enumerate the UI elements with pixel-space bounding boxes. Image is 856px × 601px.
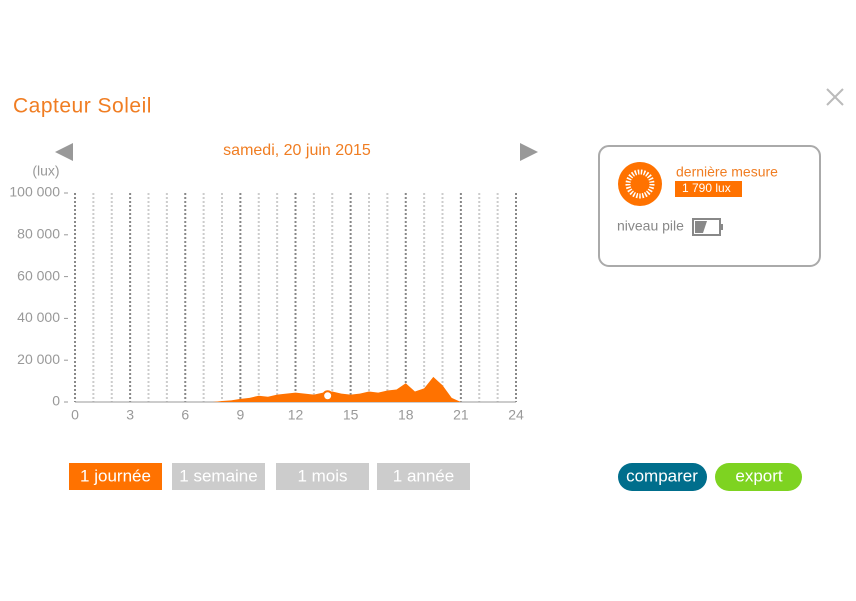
battery-label: niveau pile <box>617 218 684 234</box>
x-tick-label: 15 <box>343 407 359 423</box>
y-tick-label: 0 <box>52 393 60 409</box>
period-button[interactable] <box>276 463 369 490</box>
chart-date: samedi, 20 juin 2015 <box>223 142 371 159</box>
sun-icon <box>618 162 662 206</box>
next-day-arrow[interactable] <box>520 143 538 161</box>
export-button[interactable] <box>715 463 802 491</box>
dialog-title: Capteur Soleil <box>13 95 152 118</box>
chart: 0 20 000 40 000 60 000 80 000 100 000 0 3 6 9 12 15… <box>9 184 524 423</box>
period-button-label[interactable]: 1 journée <box>80 466 151 485</box>
period-button[interactable] <box>172 463 265 490</box>
period-button[interactable] <box>377 463 470 490</box>
x-tick-label: 0 <box>71 407 79 423</box>
x-tick-label: 3 <box>126 407 134 423</box>
highlight-point <box>322 390 334 402</box>
compare-button-label[interactable]: comparer <box>626 466 698 485</box>
x-tick-label: 6 <box>181 407 189 423</box>
last-measure-label: dernière mesure <box>676 164 778 180</box>
compare-button[interactable] <box>618 463 707 491</box>
y-tick-label: 20 000 <box>17 351 60 367</box>
period-button-label[interactable]: 1 mois <box>297 466 347 485</box>
battery-icon <box>692 218 723 236</box>
x-tick-label: 21 <box>453 407 469 423</box>
y-tick-label: 100 000 <box>9 184 60 200</box>
period-button[interactable] <box>69 463 162 490</box>
period-button-label[interactable]: 1 semaine <box>179 466 257 485</box>
period-button-label[interactable]: 1 année <box>393 466 454 485</box>
x-tick-label: 9 <box>236 407 244 423</box>
x-tick-label: 24 <box>508 407 524 423</box>
y-axis-label: (lux) <box>32 163 59 179</box>
x-tick-label: 12 <box>288 407 304 423</box>
y-tick-label: 80 000 <box>17 226 60 242</box>
last-measure-badge <box>675 181 742 197</box>
y-tick-label: 40 000 <box>17 309 60 325</box>
y-tick-label: 60 000 <box>17 267 60 283</box>
light-area <box>75 376 516 402</box>
button-bar: 1 journée 1 semaine 1 mois 1 année comparer e… <box>69 463 802 491</box>
export-button-label[interactable]: export <box>735 466 783 485</box>
close-button[interactable] <box>826 88 844 106</box>
x-tick-label: 18 <box>398 407 414 423</box>
prev-day-arrow[interactable] <box>55 143 73 161</box>
last-measure-value: 1 790 lux <box>682 181 731 195</box>
